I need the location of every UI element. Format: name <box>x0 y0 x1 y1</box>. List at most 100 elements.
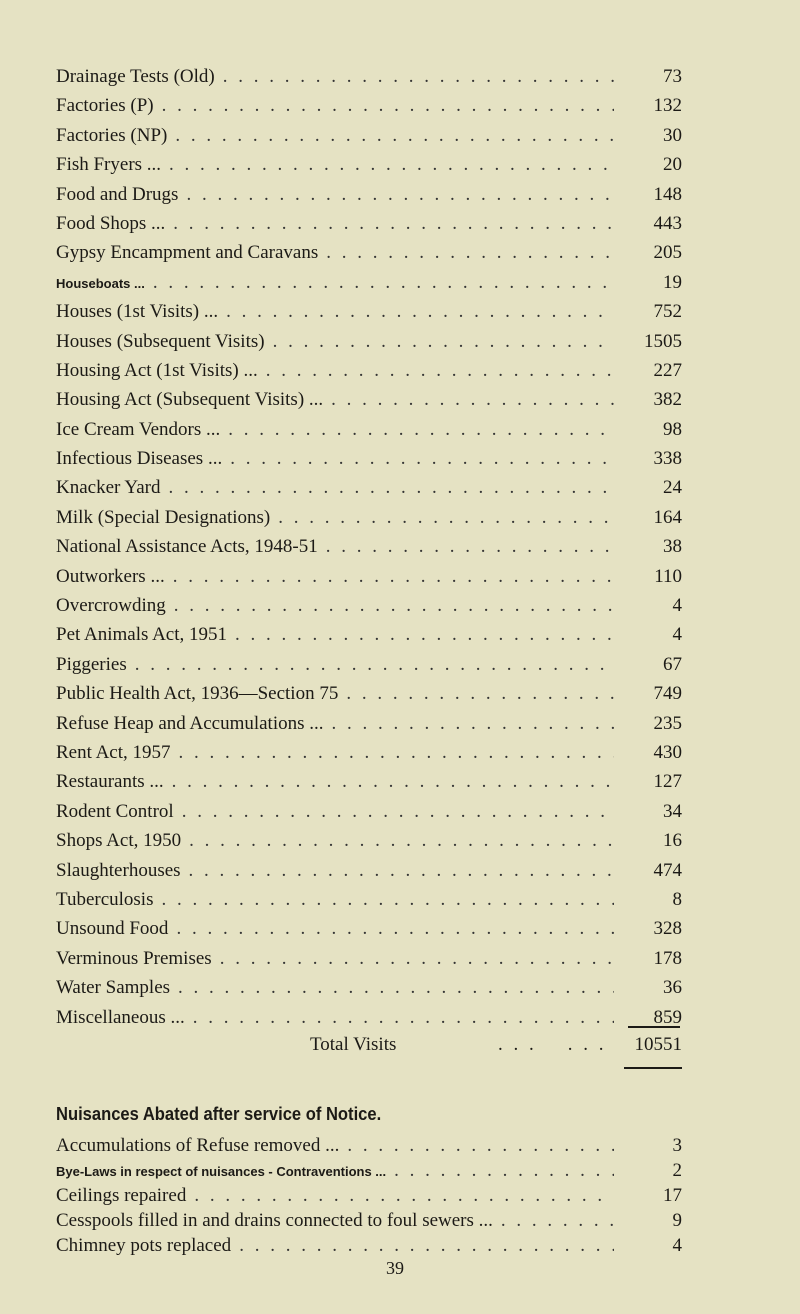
item-label: Housing Act (1st Visits) ... <box>56 359 258 381</box>
item-value: 1505 <box>644 330 682 352</box>
item-value: 430 <box>653 741 683 763</box>
leader-dots: . . . . . . <box>498 1034 607 1055</box>
item-value: 20 <box>663 154 682 176</box>
item-label: Miscellaneous ... <box>56 1006 185 1028</box>
list-item: Accumulations of Refuse removed ... 3 <box>56 1135 682 1160</box>
list-item: Ice Cream Vendors ... 98 <box>56 419 682 448</box>
list-item: Tuberculosis 8 <box>56 889 682 918</box>
item-label: Houses (Subsequent Visits) <box>56 330 265 352</box>
leader-dots <box>186 184 614 206</box>
item-value: 24 <box>663 477 682 499</box>
leader-dots <box>347 1135 614 1157</box>
list-item: Houseboats ... 19 <box>56 272 682 301</box>
list-item: Knacker Yard 24 <box>56 477 682 506</box>
item-value: 382 <box>653 389 683 411</box>
leader-dots <box>331 389 614 411</box>
list-item: Unsound Food 328 <box>56 918 682 947</box>
item-label: Pet Animals Act, 1951 <box>56 624 227 646</box>
leader-dots <box>230 448 614 470</box>
item-label: Accumulations of Refuse removed ... <box>56 1135 340 1156</box>
leader-dots <box>273 331 614 353</box>
item-label: Outworkers ... <box>56 565 165 587</box>
leader-dots <box>501 1210 614 1232</box>
item-label: Knacker Yard <box>56 477 161 499</box>
leader-dots <box>278 507 614 529</box>
leader-dots <box>326 536 614 558</box>
list-item: Factories (P) 132 <box>56 95 682 124</box>
item-value: 110 <box>654 565 682 587</box>
item-label: Rodent Control <box>56 800 174 822</box>
item-value: 235 <box>653 712 683 734</box>
leader-dots <box>173 566 614 588</box>
list-item: Food Shops ... 443 <box>56 213 682 242</box>
list-item: Refuse Heap and Accumulations ... 235 <box>56 713 682 742</box>
item-value: 328 <box>653 918 683 940</box>
item-label: Factories (P) <box>56 95 154 117</box>
item-value: 178 <box>653 947 683 969</box>
leader-dots <box>239 1235 614 1257</box>
item-label: Factories (NP) <box>56 124 168 146</box>
item-value: 67 <box>663 653 682 675</box>
list-item: Food and Drugs 148 <box>56 184 682 213</box>
item-value: 16 <box>663 830 682 852</box>
item-label: Shops Act, 1950 <box>56 830 182 852</box>
item-value: 132 <box>653 95 683 117</box>
item-label: Housing Act (Subsequent Visits) ... <box>56 389 324 411</box>
list-item: Cesspools filled in and drains connected… <box>56 1210 682 1235</box>
item-value: 3 <box>672 1135 683 1156</box>
item-label: Public Health Act, 1936—Section 75 <box>56 683 339 705</box>
list-item: Miscellaneous ... 859 <box>56 1007 682 1036</box>
list-item: Ceilings repaired 17 <box>56 1185 682 1210</box>
item-label: Fish Fryers ... <box>56 154 162 176</box>
list-item: Public Health Act, 1936—Section 75 749 <box>56 683 682 712</box>
list-item: Shops Act, 1950 16 <box>56 830 682 859</box>
page-number: 39 <box>386 1258 404 1278</box>
item-value: 17 <box>663 1185 682 1206</box>
item-label: Infectious Diseases ... <box>56 448 223 470</box>
item-value: 4 <box>672 624 683 646</box>
item-label: Verminous Premises <box>56 947 212 969</box>
list-item: Houses (1st Visits) ... 752 <box>56 301 682 330</box>
item-value: 227 <box>653 359 683 381</box>
item-value: 752 <box>653 301 683 323</box>
list-item: Chimney pots replaced 4 <box>56 1235 682 1260</box>
leader-dots <box>135 654 614 676</box>
item-value: 98 <box>663 418 682 440</box>
item-label: Chimney pots replaced <box>56 1235 232 1256</box>
item-label: Milk (Special Designations) <box>56 506 271 528</box>
item-value: 34 <box>663 800 682 822</box>
nuisances-list: Accumulations of Refuse removed ... 3 Bye-… <box>56 1135 682 1260</box>
list-item: National Assistance Acts, 1948-51 38 <box>56 536 682 565</box>
leader-dots <box>173 213 614 235</box>
leader-dots <box>182 801 614 823</box>
leader-dots <box>169 154 614 176</box>
list-item: Fish Fryers ... 20 <box>56 154 682 183</box>
item-value: 749 <box>653 683 683 705</box>
item-value: 9 <box>672 1210 683 1231</box>
leader-dots <box>189 830 614 852</box>
item-label: Ceilings repaired <box>56 1185 187 1206</box>
item-label: Houseboats ... <box>56 275 145 291</box>
list-item: Bye-Laws in respect of nuisances - Contr… <box>56 1160 682 1185</box>
total-rule <box>624 1067 682 1069</box>
item-label: Restaurants ... <box>56 771 164 793</box>
item-label: Cesspools filled in and drains connected… <box>56 1210 493 1231</box>
leader-dots <box>174 595 614 617</box>
item-label: National Assistance Acts, 1948-51 <box>56 536 318 558</box>
item-value: 338 <box>653 448 683 470</box>
list-item: Rent Act, 1957 430 <box>56 742 682 771</box>
leader-dots <box>176 918 614 940</box>
list-item: Infectious Diseases ... 338 <box>56 448 682 477</box>
list-item: Overcrowding 4 <box>56 595 682 624</box>
item-label: Water Samples <box>56 977 171 999</box>
leader-dots <box>178 977 614 999</box>
leader-dots <box>332 713 614 735</box>
item-label: Food and Drugs <box>56 183 179 205</box>
leader-dots <box>172 771 614 793</box>
leader-dots <box>346 683 614 705</box>
leader-dots <box>226 301 614 323</box>
leader-dots <box>189 860 614 882</box>
item-value: 474 <box>653 859 683 881</box>
list-item: Restaurants ... 127 <box>56 771 682 800</box>
leader-dots <box>235 624 614 646</box>
